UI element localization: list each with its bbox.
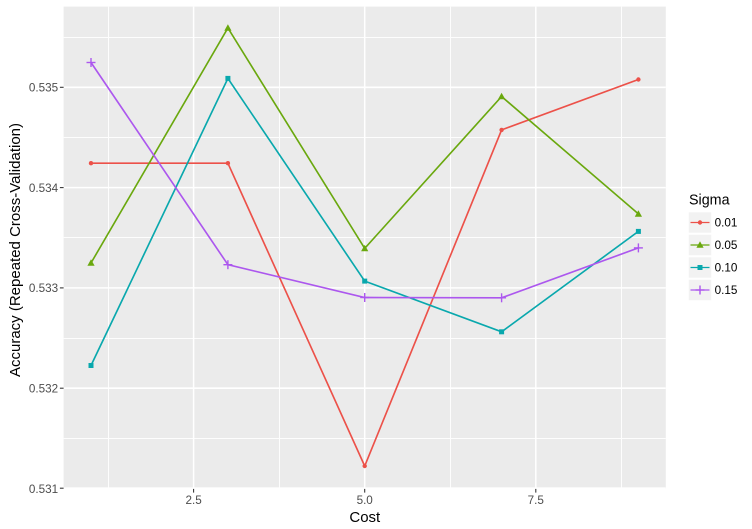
svg-text:Cost: Cost	[349, 509, 381, 526]
svg-text:Sigma: Sigma	[689, 192, 730, 208]
svg-text:0.534: 0.534	[29, 182, 59, 195]
svg-text:0.535: 0.535	[29, 82, 59, 95]
svg-text:0.01: 0.01	[715, 217, 738, 230]
svg-text:0.531: 0.531	[29, 483, 58, 496]
svg-text:Accuracy (Repeated Cross-Valid: Accuracy (Repeated Cross-Validation)	[7, 123, 24, 377]
svg-text:7.5: 7.5	[528, 494, 545, 507]
svg-text:0.10: 0.10	[715, 262, 738, 275]
svg-text:2.5: 2.5	[185, 494, 202, 507]
svg-text:0.533: 0.533	[29, 282, 58, 295]
svg-text:5.0: 5.0	[357, 494, 374, 507]
svg-text:0.532: 0.532	[29, 382, 58, 395]
svg-text:0.05: 0.05	[715, 239, 738, 252]
svg-text:0.15: 0.15	[715, 284, 738, 297]
